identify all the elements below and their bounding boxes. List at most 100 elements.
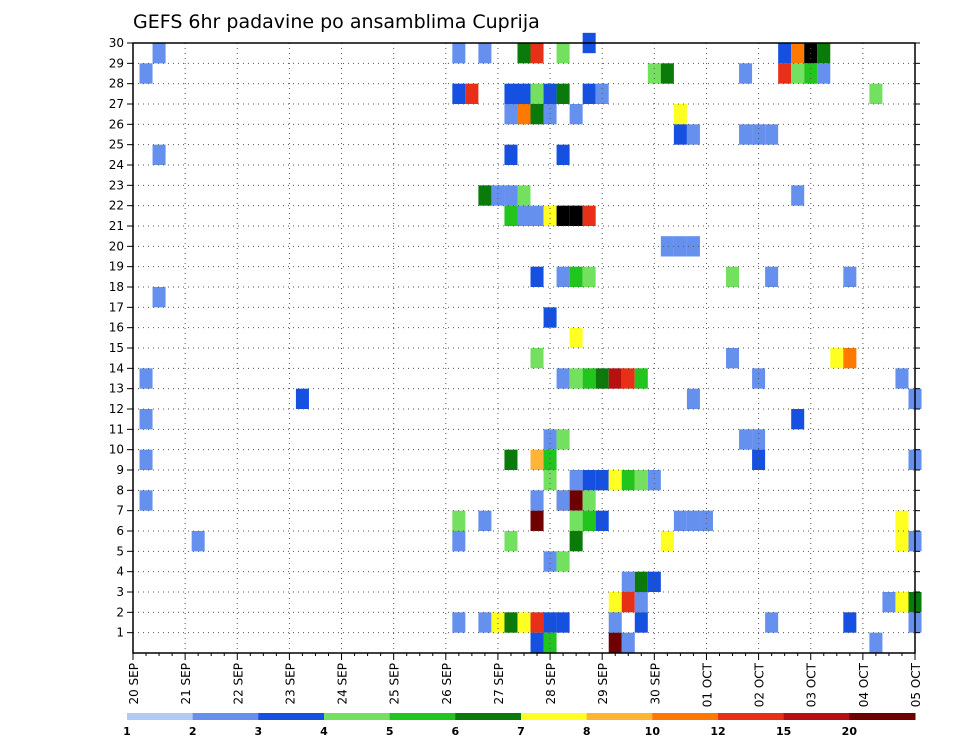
heatmap-cell xyxy=(504,144,518,165)
heatmap-cell xyxy=(699,510,713,531)
heatmap-cell xyxy=(739,429,753,450)
colorbar-swatch xyxy=(192,713,259,720)
y-axis: 1234567891011121314151617181920212223242… xyxy=(109,36,920,640)
heatmap-cell xyxy=(295,388,309,409)
heatmap-cell xyxy=(152,287,166,308)
y-tick-label: 8 xyxy=(116,483,124,497)
heatmap-cell xyxy=(543,205,557,226)
heatmap-cell xyxy=(621,571,635,592)
heatmap-cell xyxy=(569,205,583,226)
heatmap-cell xyxy=(504,83,518,104)
heatmap-cell xyxy=(543,551,557,572)
x-tick-label: 05 OCT xyxy=(909,662,923,707)
colorbar-label: 2 xyxy=(189,725,197,738)
heatmap-cell xyxy=(517,185,531,206)
heatmap-cell xyxy=(504,104,518,125)
y-tick-label: 21 xyxy=(109,219,124,233)
colorbar-label: 8 xyxy=(583,725,591,738)
x-tick-label: 21 SEP xyxy=(179,663,193,705)
y-tick-label: 17 xyxy=(109,300,124,314)
y-tick-label: 19 xyxy=(109,260,124,274)
heatmap-cell xyxy=(582,368,596,389)
x-tick-label: 22 SEP xyxy=(231,663,245,705)
heatmap-cell xyxy=(139,368,153,389)
heatmap-cell xyxy=(660,63,674,84)
y-tick-label: 5 xyxy=(116,544,124,558)
heatmap-cell xyxy=(765,266,779,287)
x-tick-label: 23 SEP xyxy=(283,663,297,705)
colorbar-swatch xyxy=(127,713,194,720)
x-tick-label: 25 SEP xyxy=(388,663,402,705)
x-tick-label: 20 SEP xyxy=(127,663,141,705)
y-tick-label: 15 xyxy=(109,341,124,355)
heatmap-cell xyxy=(752,429,766,450)
heatmap-cell xyxy=(504,612,518,633)
heatmap-cell xyxy=(634,571,648,592)
heatmap-cell xyxy=(491,185,505,206)
heatmap-cell xyxy=(634,368,648,389)
heatmap-cell xyxy=(530,266,544,287)
y-tick-label: 25 xyxy=(109,138,124,152)
colorbar: 1 2 3 4 5 6 7 8 10 12 15 20 xyxy=(123,713,916,738)
heatmap-cell xyxy=(895,368,909,389)
heatmap-cell xyxy=(843,266,857,287)
heatmap-cell xyxy=(556,266,570,287)
heatmap-cell xyxy=(673,236,687,257)
heatmap-cell xyxy=(817,43,831,64)
heatmap-cell xyxy=(621,470,635,491)
heatmap-cell xyxy=(895,510,909,531)
heatmap-cell xyxy=(843,348,857,369)
heatmap-cell xyxy=(530,83,544,104)
heatmap-cell xyxy=(778,43,792,64)
heatmap-cell xyxy=(152,144,166,165)
heatmap-cell xyxy=(556,205,570,226)
y-tick-label: 16 xyxy=(109,321,124,335)
colorbar-label: 15 xyxy=(776,725,791,738)
x-tick-label: 29 SEP xyxy=(596,663,610,705)
y-tick-label: 1 xyxy=(116,626,124,640)
heatmap-cell xyxy=(504,449,518,470)
grid-lines xyxy=(133,43,915,653)
y-tick-label: 6 xyxy=(116,524,124,538)
heatmap-cell xyxy=(660,236,674,257)
heatmap-cell xyxy=(543,632,557,653)
heatmap-cell xyxy=(791,409,805,430)
y-tick-label: 12 xyxy=(109,402,124,416)
heatmap-cell xyxy=(543,307,557,328)
heatmap-cell xyxy=(452,612,466,633)
heatmap-cell xyxy=(634,470,648,491)
y-tick-label: 3 xyxy=(116,585,124,599)
heatmap-cell xyxy=(569,104,583,125)
heatmap-cell xyxy=(869,632,883,653)
x-tick-label: 30 SEP xyxy=(648,663,662,705)
heatmap-cell xyxy=(530,348,544,369)
heatmap-cell xyxy=(608,470,622,491)
heatmap-cell xyxy=(673,510,687,531)
x-tick-label: 02 OCT xyxy=(753,662,767,707)
heatmap-cell xyxy=(791,63,805,84)
heatmap-cell xyxy=(569,490,583,511)
y-tick-label: 18 xyxy=(109,280,124,294)
y-tick-label: 27 xyxy=(109,97,124,111)
heatmap-cell xyxy=(543,470,557,491)
heatmap-cell xyxy=(569,531,583,552)
y-tick-label: 26 xyxy=(109,117,124,131)
heatmap-cell xyxy=(452,510,466,531)
colorbar-swatch xyxy=(849,713,916,720)
heatmap-cell xyxy=(517,205,531,226)
heatmap-cell xyxy=(504,531,518,552)
heatmap-cell xyxy=(621,592,635,613)
heatmap-cell xyxy=(139,409,153,430)
heatmap-cell xyxy=(543,612,557,633)
heatmap-cell xyxy=(569,266,583,287)
heatmap-cell xyxy=(139,449,153,470)
heatmap-cell xyxy=(452,531,466,552)
heatmap-cell xyxy=(569,368,583,389)
heatmap-cell xyxy=(686,388,700,409)
heatmap-cell xyxy=(530,43,544,64)
colorbar-swatch xyxy=(652,713,719,720)
heatmap-cell xyxy=(556,612,570,633)
heatmap-cell xyxy=(608,368,622,389)
heatmap-cell xyxy=(869,83,883,104)
